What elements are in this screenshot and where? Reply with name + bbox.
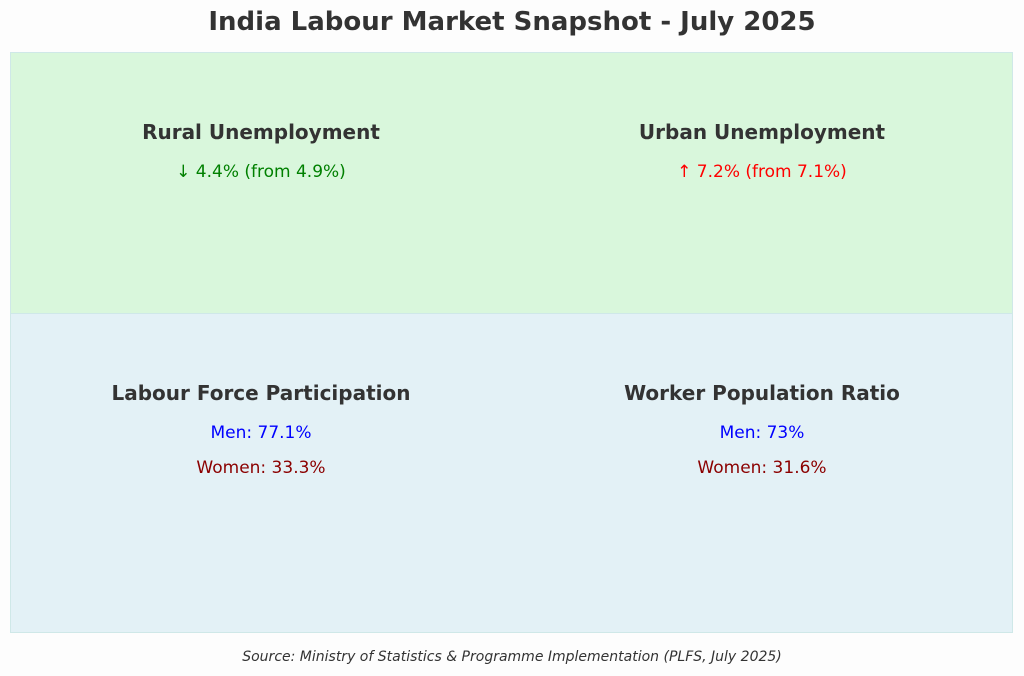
worker-population-ratio-title: Worker Population Ratio <box>624 381 900 405</box>
worker-population-ratio-card: Worker Population Ratio Men: 73% Women: … <box>511 379 1013 480</box>
urban-unemployment-value: ↑ 7.2% (from 7.1%) <box>677 162 847 182</box>
chart-title: India Labour Market Snapshot - July 2025 <box>208 7 816 37</box>
worker-population-women-value: Women: 31.6% <box>697 458 827 478</box>
worker-population-men-value: Men: 73% <box>719 423 805 443</box>
urban-unemployment-title: Urban Unemployment <box>638 120 886 144</box>
rural-unemployment-card: Rural Unemployment ↓ 4.4% (from 4.9%) <box>10 118 512 184</box>
rural-unemployment-value: ↓ 4.4% (from 4.9%) <box>176 162 346 182</box>
top-panel <box>10 52 1013 314</box>
labour-force-participation-title: Labour Force Participation <box>111 381 411 405</box>
labour-force-women-value: Women: 33.3% <box>196 458 326 478</box>
urban-unemployment-card: Urban Unemployment ↑ 7.2% (from 7.1%) <box>511 118 1013 184</box>
labour-force-men-value: Men: 77.1% <box>210 423 312 443</box>
source-note: Source: Ministry of Statistics & Program… <box>242 649 782 665</box>
bottom-panel <box>10 313 1013 633</box>
labour-force-participation-card: Labour Force Participation Men: 77.1% Wo… <box>10 379 512 480</box>
rural-unemployment-title: Rural Unemployment <box>142 120 380 144</box>
